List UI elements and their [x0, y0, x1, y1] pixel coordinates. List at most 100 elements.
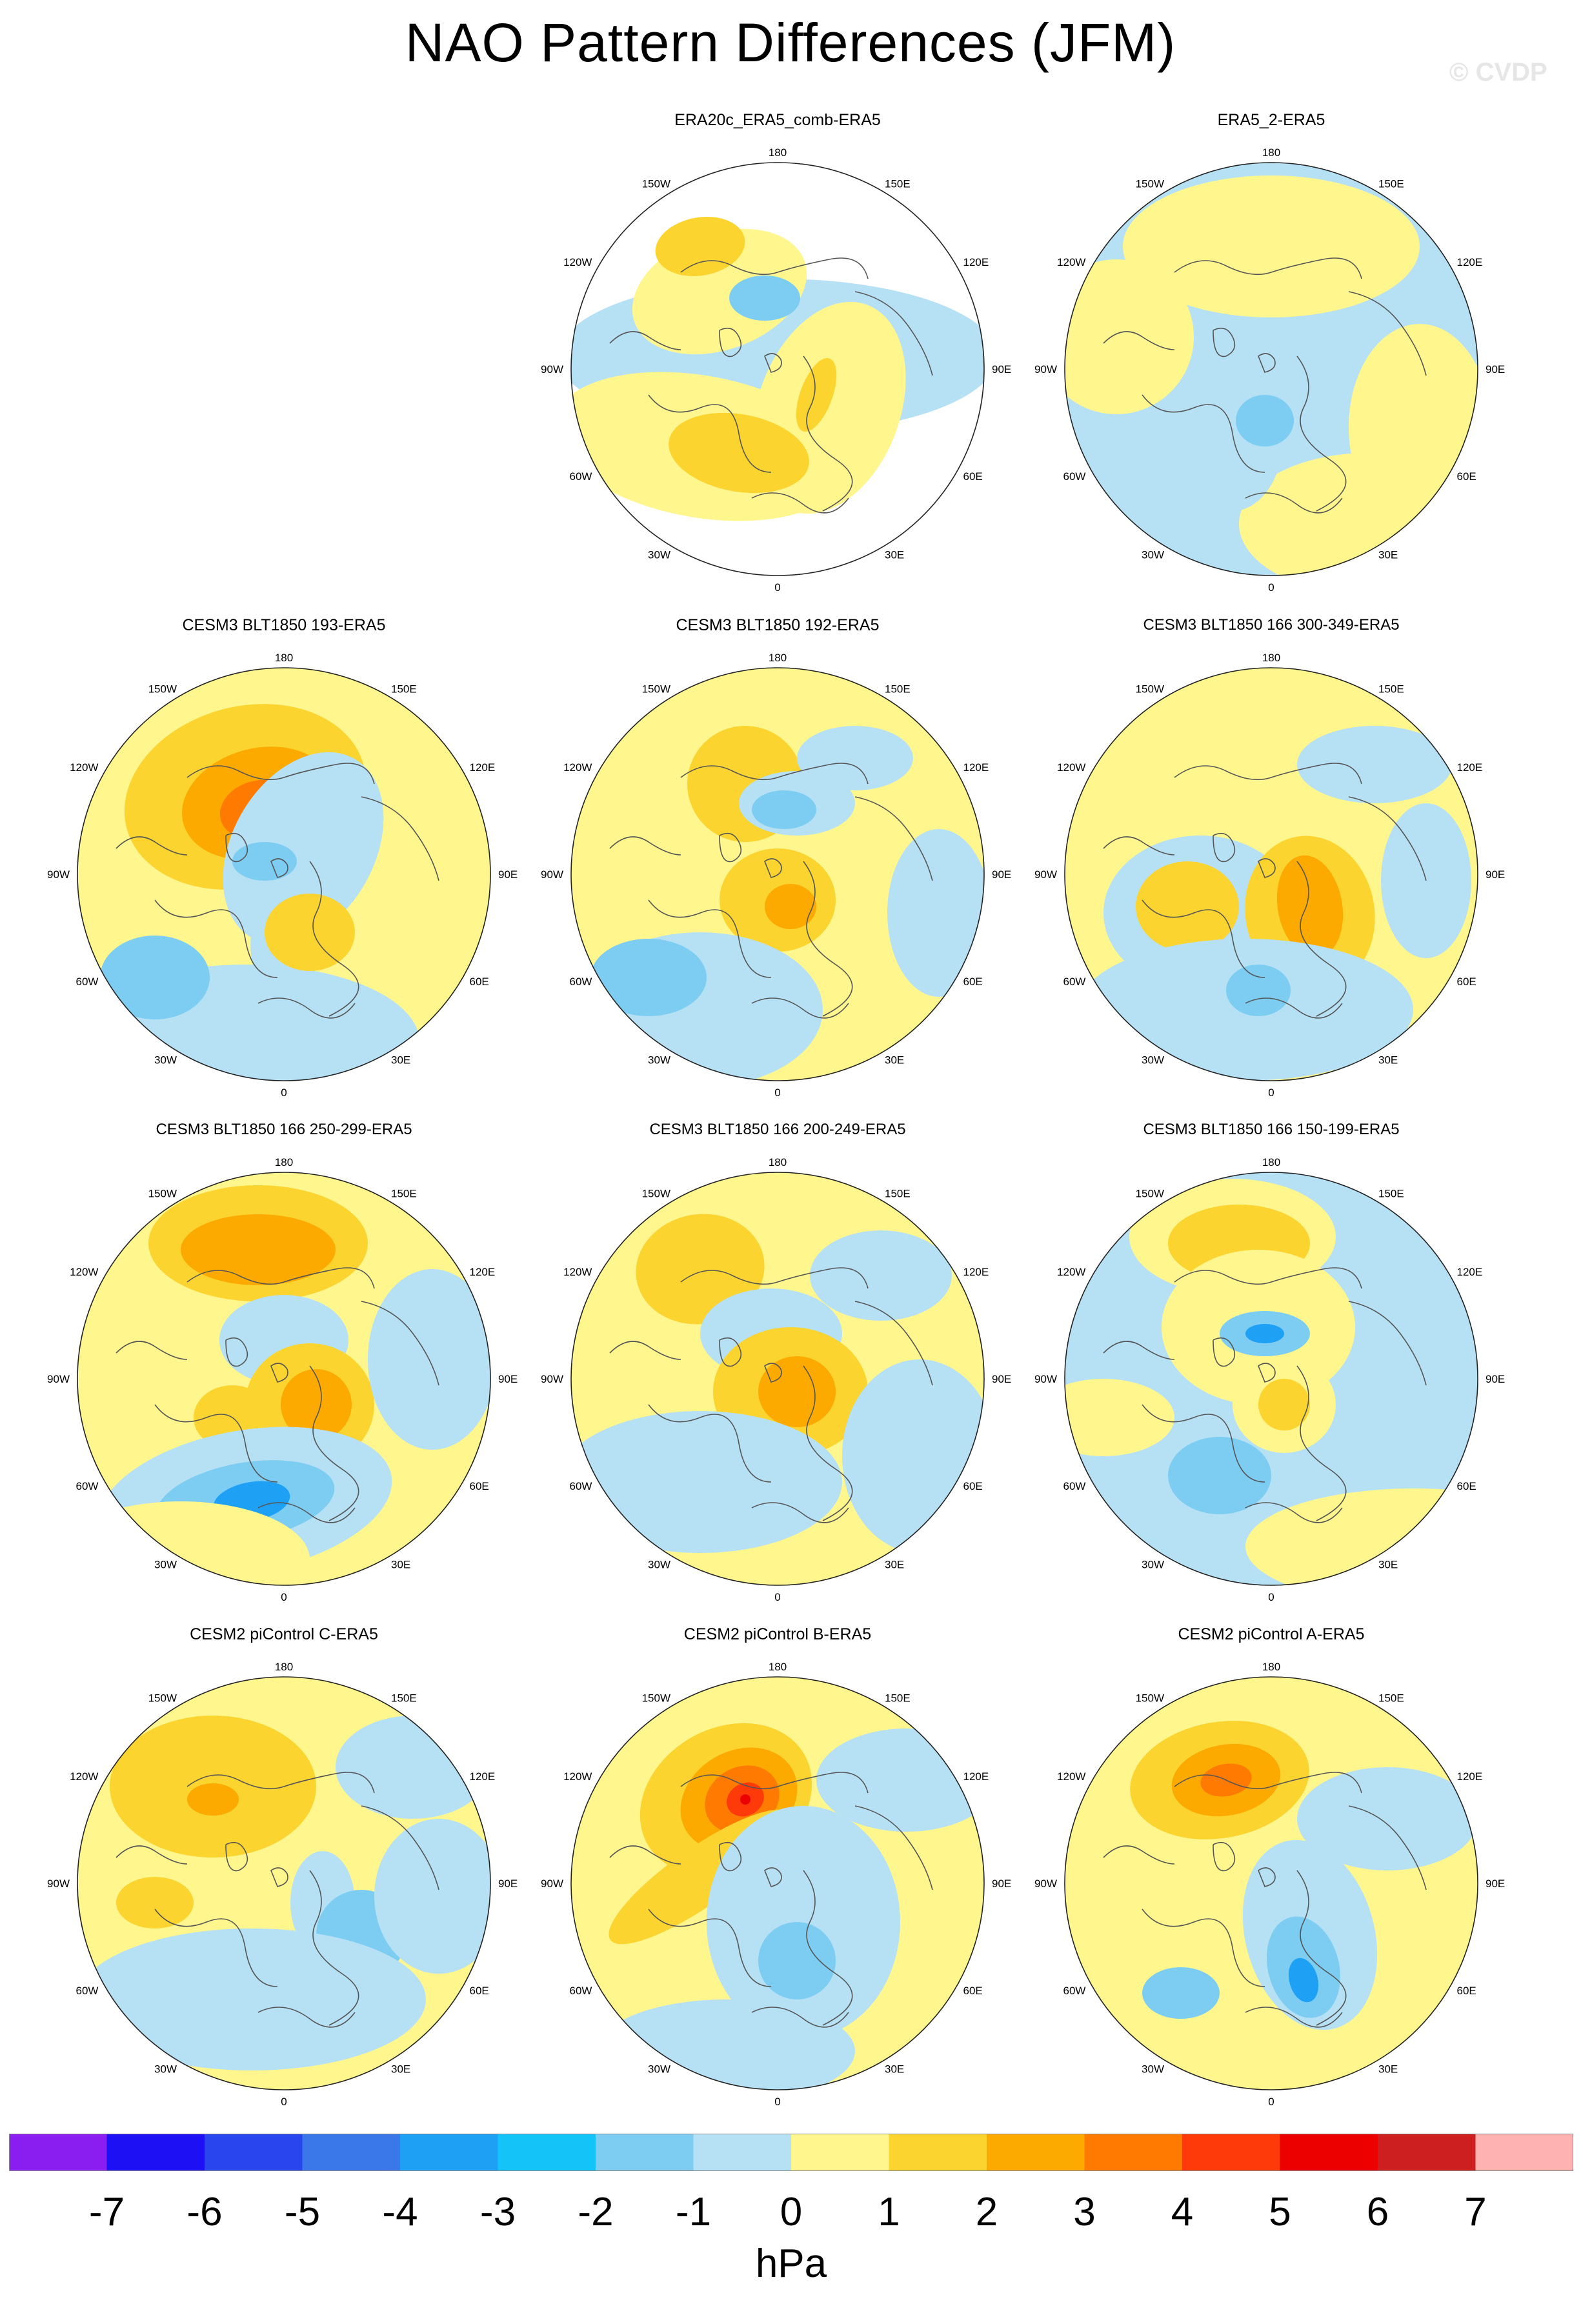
coastline: [648, 1908, 772, 1987]
coastline: [225, 832, 248, 863]
longitude-label: 30E: [391, 1054, 410, 1067]
colorbar-tick-label: 6: [1367, 2190, 1389, 2234]
coastline: [854, 796, 933, 881]
longitude-label: 0: [1268, 581, 1274, 594]
colorbar-box: [987, 2134, 1085, 2171]
longitude-label: 30E: [885, 549, 904, 561]
coastline: [116, 836, 188, 856]
longitude-label: 180: [769, 1661, 787, 1673]
longitude-label: 180: [1262, 652, 1280, 664]
colorbar-box: [106, 2134, 205, 2171]
contour-field: [77, 668, 490, 1081]
panel-title: CESM3 BLT1850 166 250-299-ERA5: [156, 1121, 412, 1138]
longitude-label: 120W: [563, 1266, 592, 1278]
longitude-label: 30E: [1378, 1559, 1398, 1571]
coastline: [270, 1867, 288, 1887]
colorbar-frame: [9, 2134, 1573, 2171]
map-panel: CESM2 piControl C-ERA5 180 150E 120E 90E 60E 3…: [47, 1625, 518, 2108]
contour-region: [1297, 726, 1452, 803]
longitude-label: 150E: [885, 1187, 911, 1199]
longitude-label: 60W: [1063, 1480, 1086, 1492]
coastline: [257, 2007, 356, 2028]
polar-map: 180 150E 120E 90E 60E 30E 0 30W 60W 90W 120W 150W: [47, 1156, 518, 1603]
coastline: [719, 327, 742, 357]
longitude-label: 90W: [541, 1878, 563, 1890]
longitude-label: 120W: [563, 256, 592, 268]
coastline: [1174, 763, 1362, 785]
contour-region: [758, 1356, 836, 1427]
map-border: [1064, 1172, 1478, 1586]
longitude-label: 150W: [148, 683, 177, 695]
contour-region: [116, 1877, 194, 1928]
coastline: [361, 1301, 439, 1386]
coastline: [803, 1365, 853, 1521]
contour-region: [655, 217, 745, 276]
coastlines: [116, 1772, 439, 2028]
colorbar-box: [302, 2134, 401, 2171]
contour-region: [265, 894, 355, 971]
coastlines: [609, 1267, 933, 1523]
longitude-label: 60E: [963, 976, 983, 988]
colorbar-tick-label: 0: [780, 2190, 802, 2234]
longitude-label: 90E: [992, 1373, 1011, 1385]
colorbar-tick-label: 7: [1464, 2190, 1486, 2234]
coastline: [854, 1805, 933, 1890]
longitude-label: 30E: [391, 2063, 410, 2076]
colorbar-box: [791, 2134, 889, 2171]
coastline: [225, 1337, 248, 1367]
map-border: [570, 667, 985, 1081]
longitude-label: 150W: [642, 1187, 670, 1199]
longitude-label: 60W: [76, 1985, 99, 1997]
longitude-label: 90W: [1034, 868, 1057, 881]
coastline: [680, 1267, 869, 1289]
coastline: [309, 1870, 359, 2026]
map-panel: ERA20c_ERA5_comb-ERA5 180 150E 120E 90E 60E 30…: [541, 111, 1011, 594]
contour-region: [181, 1214, 336, 1285]
longitude-label: 120E: [1457, 1266, 1483, 1278]
longitude-label: 180: [769, 652, 787, 664]
longitude-label: 90E: [992, 1878, 1011, 1890]
longitude-label: 60E: [470, 1985, 489, 1997]
map-panel: CESM2 piControl A-ERA5 180 150E 120E 90E 60E 3…: [1034, 1625, 1505, 2108]
longitude-label: 120E: [470, 761, 496, 774]
longitude-label: 90W: [1034, 1878, 1057, 1890]
contour-field: [571, 217, 984, 521]
polar-map: 180 150E 120E 90E 60E 30E 0 30W 60W 90W 120W 150W: [47, 1661, 518, 2108]
contour-region: [669, 412, 809, 494]
map-panel: CESM3 BLT1850 166 250-299-ERA5 180 150E 120…: [47, 1121, 518, 1603]
coastline: [1142, 899, 1265, 978]
coastline: [719, 1337, 742, 1367]
longitude-label: 150W: [1136, 1187, 1164, 1199]
coastlines: [1103, 1772, 1427, 2028]
colorbar-box: [1182, 2134, 1280, 2171]
contour-region: [187, 1783, 239, 1816]
coastline: [764, 353, 782, 373]
colorbar-box: [400, 2134, 498, 2171]
contour-region: [368, 1269, 490, 1450]
map-border: [570, 162, 985, 576]
longitude-label: 0: [281, 2096, 287, 2108]
coastline: [1258, 858, 1276, 878]
coastline: [257, 1502, 356, 1523]
polar-map: 180 150E 120E 90E 60E 30E 0 30W 60W 90W 120W 150W: [1034, 1156, 1505, 1603]
contour-region: [100, 936, 210, 1019]
longitude-label: 30E: [885, 2063, 904, 2076]
longitude-label: 30W: [1142, 2063, 1164, 2076]
coastline: [751, 997, 849, 1019]
coastline: [719, 1841, 742, 1872]
longitude-label: 60E: [1457, 470, 1476, 483]
coastline: [361, 1805, 439, 1890]
longitude-label: 30W: [648, 2063, 670, 2076]
contour-field: [571, 1677, 984, 2090]
longitude-label: 60W: [1063, 470, 1086, 483]
longitude-label: 90W: [47, 1878, 70, 1890]
contour-field: [77, 1172, 490, 1585]
coastline: [751, 2007, 849, 2028]
coastline: [116, 1845, 188, 1865]
longitude-label: 90E: [498, 1878, 518, 1890]
longitude-label: 90W: [541, 1373, 563, 1385]
panel-title: ERA20c_ERA5_comb-ERA5: [674, 111, 881, 129]
longitude-label: 150W: [642, 1692, 670, 1704]
contour-region: [810, 1230, 952, 1321]
coastline: [1103, 331, 1175, 350]
